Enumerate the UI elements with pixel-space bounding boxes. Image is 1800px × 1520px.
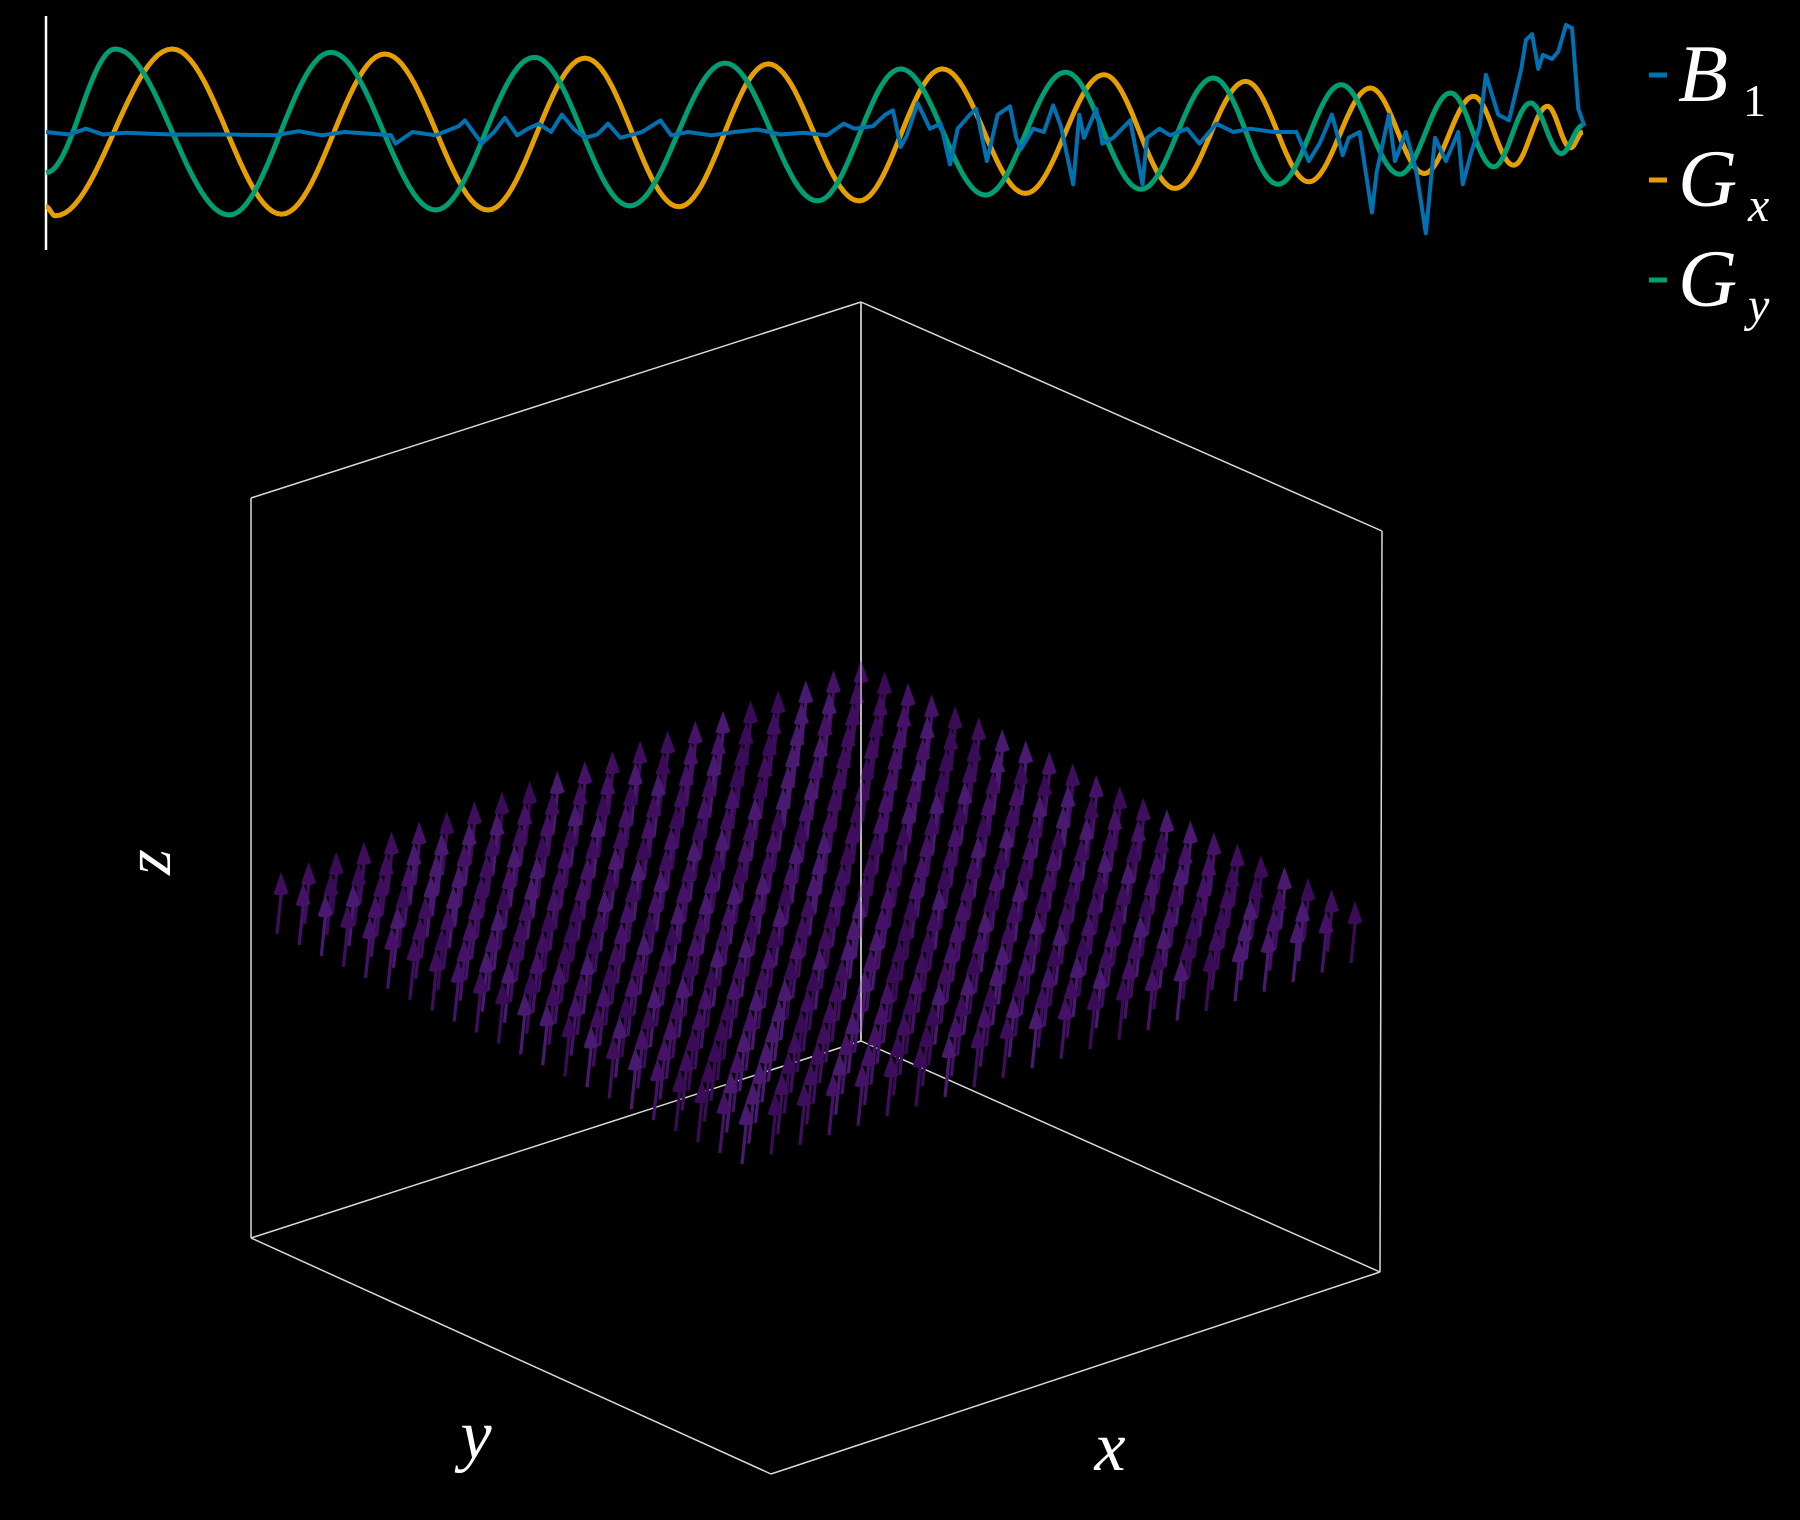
arrow-field (273, 660, 1363, 1165)
arrow (517, 992, 533, 1055)
arrow (1289, 920, 1305, 983)
arrow (561, 1014, 577, 1077)
legend-label: G (1678, 233, 1737, 324)
arrow (912, 1044, 928, 1107)
box-edge (860, 301, 1383, 532)
arrow (999, 1015, 1015, 1079)
arrow (825, 1073, 841, 1136)
series-line-B1 (45, 22, 1587, 236)
arrow (605, 1036, 621, 1099)
arrow (1028, 1006, 1044, 1069)
box-edge (250, 301, 862, 499)
arrow (362, 915, 378, 978)
arrow (649, 1058, 665, 1121)
legend: B 1G xG y (1649, 28, 1770, 332)
arrow (1144, 968, 1160, 1031)
arrow (767, 1092, 783, 1155)
box-edge (250, 1237, 772, 1475)
arrow (384, 926, 400, 989)
arrow (672, 1069, 688, 1132)
legend-label: B (1678, 28, 1728, 119)
legend-subscript: x (1747, 179, 1769, 232)
arrow (1202, 948, 1218, 1012)
series-line-Gx (43, 46, 1585, 219)
arrow (627, 1047, 643, 1110)
arrow (1086, 987, 1102, 1050)
arrow (738, 1102, 754, 1165)
line-chart (43, 16, 1587, 250)
arrow (1318, 910, 1334, 973)
arrow (317, 893, 333, 957)
arrow (694, 1080, 710, 1143)
arrow (1347, 901, 1363, 964)
box-edge (770, 1271, 1381, 1475)
arrow (1115, 977, 1131, 1040)
arrow (339, 904, 355, 968)
arrow (854, 1063, 870, 1126)
arrow (406, 937, 422, 1000)
legend-label: G (1678, 133, 1737, 224)
legend-subscript: 1 (1743, 75, 1766, 126)
arrow (450, 959, 466, 1022)
z-axis-label: z (112, 849, 185, 876)
series-layer (43, 22, 1587, 236)
box-edge (860, 1040, 1381, 1273)
arrow (1173, 958, 1189, 1021)
arrow (428, 948, 444, 1011)
arrow (1057, 996, 1073, 1059)
arrow (472, 970, 488, 1033)
legend-subscript: y (1743, 279, 1770, 332)
arrow (883, 1054, 899, 1117)
series-line-Gy (45, 46, 1585, 218)
arrow (1260, 929, 1276, 992)
arrow (539, 1003, 555, 1066)
arrow (1231, 939, 1247, 1002)
y-axis-label: y (454, 1397, 492, 1474)
arrow (970, 1025, 986, 1088)
arrow (941, 1035, 957, 1098)
arrow (583, 1025, 599, 1088)
arrow (716, 1091, 732, 1154)
arrow (796, 1082, 812, 1146)
arrow (273, 872, 289, 935)
arrow (295, 882, 311, 946)
box-edge (1379, 530, 1383, 1273)
x-axis-label: x (1093, 1409, 1125, 1486)
arrow (494, 981, 510, 1044)
